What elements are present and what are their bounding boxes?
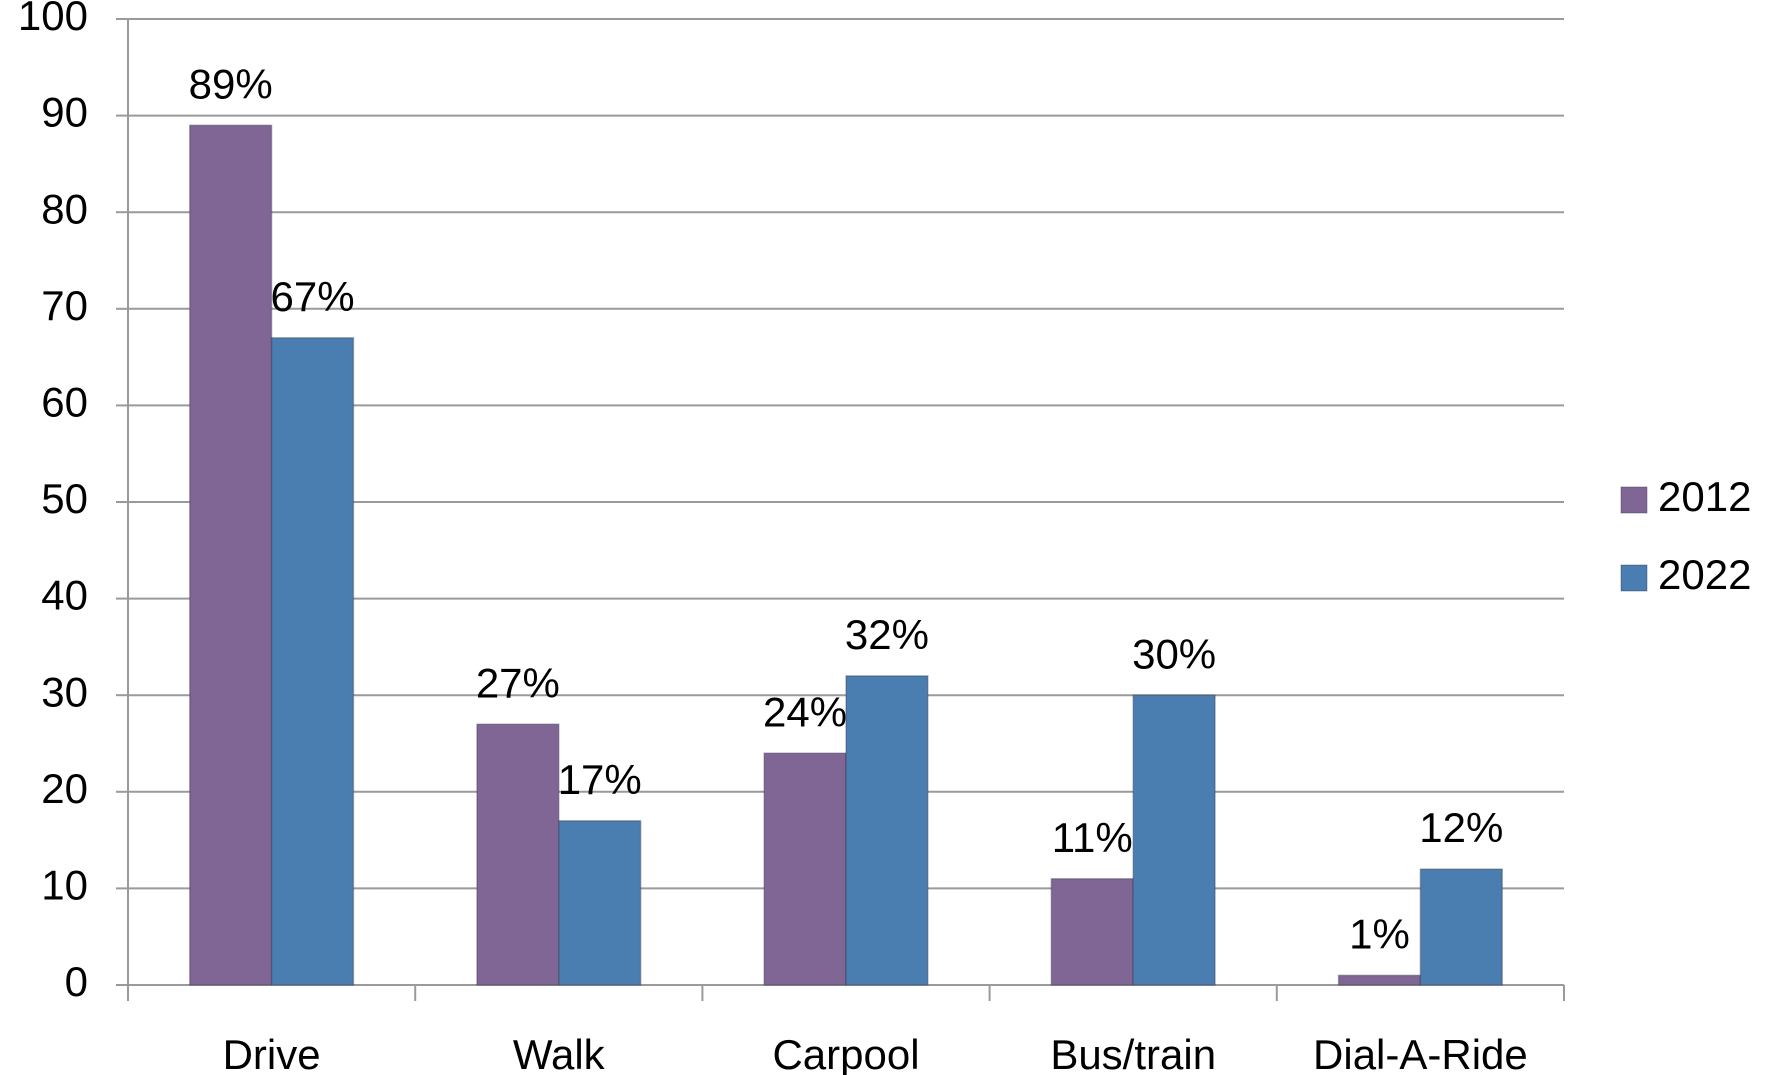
value-label: 12% [1419, 804, 1503, 851]
value-label: 67% [270, 273, 354, 320]
y-tick-label: 20 [41, 765, 88, 812]
x-tick-label: Drive [223, 1031, 321, 1075]
bar [188, 124, 273, 986]
legend-swatch [1620, 486, 1648, 514]
value-label: 24% [763, 688, 847, 735]
bar [476, 723, 560, 986]
value-label: 17% [558, 756, 642, 803]
y-tick-label: 70 [41, 282, 88, 329]
y-tick-label: 50 [41, 475, 88, 522]
bar [845, 675, 929, 986]
bar [1050, 877, 1134, 986]
x-tick-label: Bus/train [1050, 1031, 1216, 1075]
value-label: 1% [1349, 910, 1410, 957]
bar [558, 820, 642, 986]
legend-label: 2012 [1658, 473, 1751, 520]
value-label: 30% [1132, 630, 1216, 677]
x-tick-label: Walk [513, 1031, 606, 1075]
legend-swatch [1620, 564, 1648, 592]
legend-label: 2022 [1658, 551, 1751, 598]
y-tick-label: 10 [41, 861, 88, 908]
y-tick-label: 30 [41, 668, 88, 715]
y-tick-label: 80 [41, 185, 88, 232]
value-label: 27% [476, 659, 560, 706]
bar [1132, 694, 1216, 986]
value-label: 89% [189, 60, 273, 107]
y-tick-label: 90 [41, 89, 88, 136]
value-label: 11% [1052, 814, 1133, 861]
y-tick-label: 100 [18, 0, 88, 39]
x-tick-label: Carpool [772, 1031, 919, 1075]
x-tick-label: Dial-A-Ride [1313, 1031, 1528, 1075]
y-tick-label: 40 [41, 572, 88, 619]
y-tick-label: 0 [65, 958, 88, 1005]
y-tick-label: 60 [41, 378, 88, 425]
bar [763, 752, 847, 986]
bar [1419, 868, 1504, 986]
bar [270, 337, 355, 986]
value-label: 32% [845, 611, 929, 658]
bar [1337, 974, 1422, 986]
